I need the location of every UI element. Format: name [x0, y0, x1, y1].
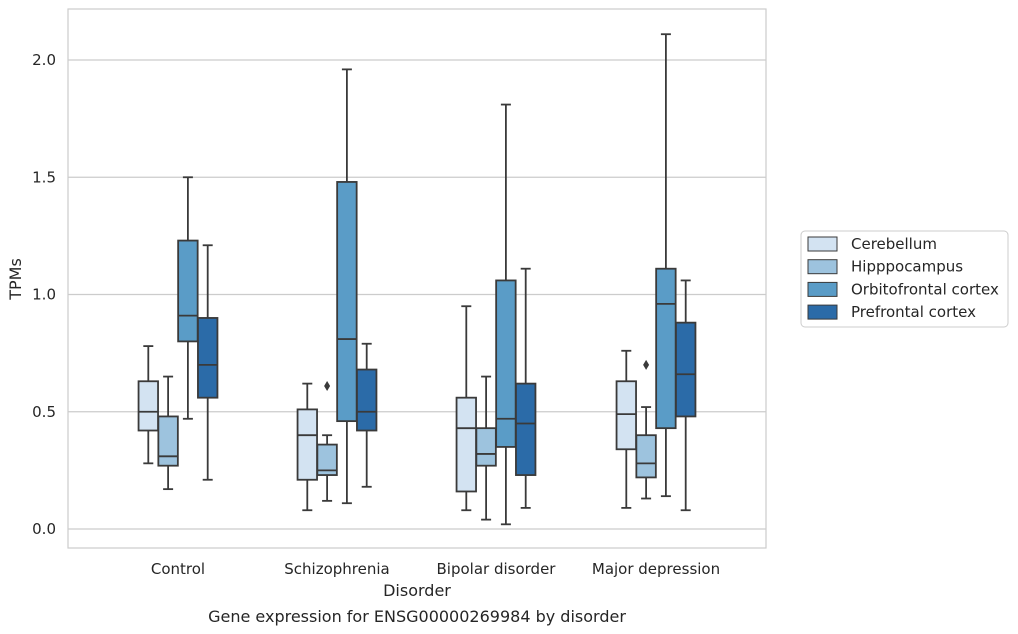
legend-label: Hipppocampus — [851, 258, 963, 276]
legend-label: Prefrontal cortex — [851, 303, 976, 321]
y-tick-labels: 0.0 0.5 1.0 1.5 2.0 — [32, 51, 56, 538]
box — [356, 368, 378, 432]
box — [137, 380, 159, 432]
box — [296, 408, 318, 481]
x-axis-label: Disorder — [383, 581, 451, 600]
legend-swatch — [807, 281, 838, 297]
y-tick-label: 0.0 — [32, 520, 56, 538]
box — [495, 279, 517, 448]
box — [615, 380, 637, 451]
x-tick-labels: Control Schizophrenia Bipolar disorder Majo… — [151, 560, 720, 578]
legend-swatch — [807, 259, 838, 275]
chart-caption: Gene expression for ENSG00000269984 by d… — [208, 607, 626, 626]
box-outlier — [643, 359, 650, 370]
x-tick-label: Bipolar disorder — [437, 560, 557, 578]
y-tick-label: 1.5 — [32, 168, 56, 186]
box-outlier — [324, 380, 331, 391]
box — [197, 317, 219, 399]
legend-label: Cerebellum — [851, 235, 937, 253]
x-tick-label: Control — [151, 560, 205, 578]
box — [455, 396, 477, 493]
y-tick-label: 1.0 — [32, 286, 56, 304]
box — [336, 181, 358, 423]
box — [177, 239, 199, 343]
box — [675, 321, 697, 418]
y-axis-label: TPMs — [6, 258, 25, 301]
legend: Cerebellum Hipppocampus Orbitofrontal cort… — [800, 230, 1009, 328]
legend-label: Orbitofrontal cortex — [851, 280, 999, 298]
legend-frame — [800, 230, 1009, 328]
box — [157, 415, 179, 467]
box-series-group — [137, 33, 697, 526]
box — [475, 427, 497, 467]
x-tick-label: Major depression — [592, 560, 720, 578]
y-tick-label: 0.5 — [32, 403, 56, 421]
box — [635, 434, 657, 479]
box — [316, 443, 338, 476]
plot-frame — [67, 8, 767, 549]
box — [655, 267, 677, 430]
legend-swatch — [807, 236, 838, 252]
legend-swatch — [807, 304, 838, 320]
x-tick-label: Schizophrenia — [284, 560, 389, 578]
box — [515, 382, 537, 476]
y-tick-label: 2.0 — [32, 51, 56, 69]
